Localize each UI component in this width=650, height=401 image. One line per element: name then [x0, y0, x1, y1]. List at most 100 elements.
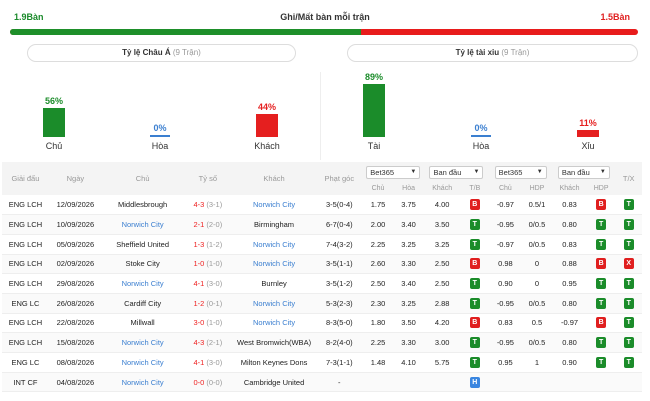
cell-league: ENG LC	[11, 357, 40, 367]
cell-ah-result: T	[587, 293, 616, 313]
cell-ah-home: 0.83	[498, 318, 513, 328]
ah-bar-2	[256, 114, 278, 137]
score-half: (0-0)	[206, 377, 223, 387]
cell-odds-result: B	[461, 254, 490, 274]
cell-league: ENG LCH	[8, 220, 43, 230]
cell-odds-away	[424, 372, 461, 392]
cell-corner: 5-3(2-3)	[325, 298, 353, 308]
cell-odds-home: 2.00	[370, 220, 386, 230]
result-badge: T	[623, 278, 634, 290]
cell-odds-draw: 3.75	[401, 200, 416, 210]
cell-corner: 3-5(1-1)	[325, 259, 353, 269]
cell-home[interactable]: Norwich City	[121, 220, 164, 230]
result-badge: T	[469, 297, 480, 309]
cell-odds-away: 4.00	[434, 200, 450, 210]
cell-ah-line: 0/0.5	[528, 338, 546, 348]
cell-away: Cambridge United	[243, 377, 305, 387]
cell-date: 15/08/2026	[56, 338, 95, 348]
cell-ah-line: 0	[534, 279, 540, 289]
cell-odds-home: 2.25	[370, 239, 386, 249]
cell-corner: 7-3(1-1)	[325, 357, 353, 367]
tab-asian-handicap[interactable]: Tỷ lệ Châu Á (9 Trận)	[27, 44, 296, 62]
cell-ah-result: B	[587, 313, 616, 333]
ah-type-select[interactable]: Ban đầu ▼	[557, 165, 610, 179]
cell-ah-home: -0.95	[496, 220, 514, 230]
cell-away[interactable]: Norwich City	[253, 200, 296, 210]
ah-type-cell: Ban đầu ▼	[552, 162, 616, 182]
ah-type-value: Ban đầu	[561, 167, 590, 177]
cell-ah-result: T	[587, 274, 616, 294]
odds-bookmaker-select[interactable]: Bet365 ▼	[366, 165, 421, 179]
result-badge: T	[623, 337, 634, 349]
cell-away[interactable]: Norwich City	[253, 298, 296, 308]
cell-ah-line: 0	[534, 259, 540, 269]
cell-ah-away: 0.80	[562, 220, 577, 230]
cell-ah-result: T	[587, 234, 616, 254]
cell-ah-line: 0/0.5	[528, 239, 546, 249]
col-league: Giải đấu	[2, 162, 49, 195]
cell-ah-line: 0.5/1	[528, 200, 546, 210]
tab-asian-handicap-label: Tỷ lệ Châu Á	[122, 48, 171, 57]
cell-odds-result: T	[461, 353, 490, 373]
cell-away[interactable]: Norwich City	[253, 259, 296, 269]
table-row[interactable]: ENG LCH 15/08/2026 Norwich City 4-3 (2-1) We…	[2, 332, 642, 353]
result-badge: T	[623, 238, 634, 250]
cell-odds-away: 3.50	[434, 220, 450, 230]
cell-home[interactable]: Norwich City	[121, 338, 164, 348]
cell-away: West Bromwich(WBA)	[237, 338, 312, 348]
sub-ah-line: HDP	[521, 182, 553, 195]
score-full: 1-3	[193, 239, 207, 249]
table-row[interactable]: ENG LCH 02/09/2026 Stoke City 1-0 (1-0) Norw…	[2, 254, 642, 274]
table-row[interactable]: INT CF 04/08/2026 Norwich City 0-0 (0-0) Cam…	[2, 372, 642, 392]
table-row[interactable]: ENG LC 08/08/2026 Norwich City 4-1 (3-0) Mil…	[2, 353, 642, 373]
cell-odds-draw: 3.40	[401, 279, 416, 289]
cell-home: Sheffield United	[116, 239, 170, 249]
goals-ratio-bar	[10, 29, 638, 35]
cell-ah-away: 0.80	[562, 298, 577, 308]
cell-away[interactable]: Norwich City	[253, 239, 296, 249]
goals-conceded-value: 1.5Bàn	[600, 12, 630, 22]
cell-home: Stoke City	[125, 259, 160, 269]
cell-home[interactable]: Norwich City	[121, 377, 164, 387]
score-full: 1-2	[193, 298, 207, 308]
tab-over-under[interactable]: Tỷ lệ tài xỉu (9 Trận)	[347, 44, 638, 62]
cell-home[interactable]: Norwich City	[121, 357, 164, 367]
chevron-down-icon: ▼	[410, 168, 417, 175]
cell-away[interactable]: Norwich City	[253, 318, 296, 328]
cell-date: 29/08/2026	[56, 279, 95, 289]
result-badge: B	[596, 199, 607, 211]
result-badge: B	[469, 258, 480, 270]
ah-label-0: Chủ	[45, 141, 63, 151]
cell-odds-result: H	[461, 372, 490, 392]
col-score: Tỷ số	[183, 162, 233, 195]
cell-score: 1-0 (1-0)	[183, 254, 232, 274]
table-row[interactable]: ENG LCH 10/09/2026 Norwich City 2-1 (2-0) Bi…	[2, 214, 642, 235]
tab-asian-handicap-count: (9 Trận)	[172, 48, 201, 57]
cell-home[interactable]: Norwich City	[121, 279, 164, 289]
cell-date: 08/08/2026	[56, 357, 95, 367]
ah-bookmaker-select[interactable]: Bet365 ▼	[494, 165, 547, 179]
sub-ah-away: Khách	[552, 182, 587, 195]
cell-ah-result: B	[587, 195, 616, 215]
table-row[interactable]: ENG LCH 29/08/2026 Norwich City 4-1 (3-0) Bu…	[2, 274, 642, 294]
result-badge: T	[623, 199, 634, 211]
col-away: Khách	[232, 162, 316, 195]
cell-over-under: T	[615, 333, 642, 353]
cell-corner: 3-5(0-4)	[325, 200, 353, 210]
cell-date: 02/09/2026	[56, 259, 95, 269]
table-row[interactable]: ENG LCH 12/09/2026 Middlesbrough 4-3 (3-1) N…	[2, 195, 642, 215]
table-row[interactable]: ENG LCH 22/08/2026 Millwall 3-0 (1-0) Norwic…	[2, 313, 642, 333]
cell-ah-line	[522, 372, 553, 392]
cell-ah-line: 0.5	[531, 318, 543, 328]
table-row[interactable]: ENG LC 26/08/2026 Cardiff City 1-2 (0-1) Nor…	[2, 293, 642, 314]
odds-type-select[interactable]: Ban đầu ▼	[429, 165, 484, 179]
score-full: 0-0	[193, 377, 207, 387]
odds-type-cell: Ban đầu ▼	[423, 162, 490, 182]
goals-per-match-title: Ghi/Mất bàn mỗi trận	[280, 12, 370, 22]
cell-date: 22/08/2026	[56, 318, 95, 328]
cell-ah-away: -0.97	[561, 318, 579, 328]
cell-corner: 3-5(1-2)	[325, 279, 353, 289]
cell-ah-line: 0/0.5	[528, 220, 546, 230]
table-row[interactable]: ENG LCH 05/09/2026 Sheffield United 1-3 (1-…	[2, 234, 642, 255]
